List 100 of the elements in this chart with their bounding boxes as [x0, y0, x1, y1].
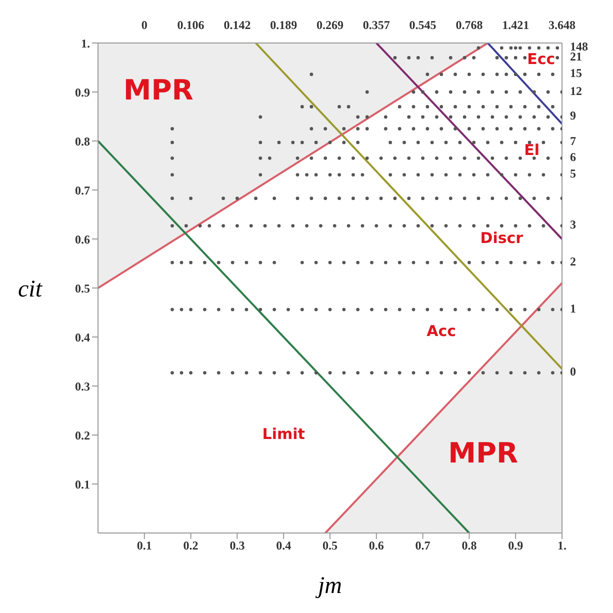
point: [189, 371, 192, 374]
point: [514, 173, 518, 176]
point: [402, 224, 406, 228]
point: [412, 90, 416, 94]
point: [338, 156, 341, 160]
point: [300, 371, 304, 374]
point: [328, 260, 332, 264]
point: [416, 56, 420, 60]
point: [384, 115, 388, 119]
point: [472, 173, 476, 176]
point: [504, 56, 508, 60]
point: [532, 196, 536, 200]
y-tick-label: 0.9: [75, 85, 90, 100]
point: [328, 308, 332, 312]
point: [440, 371, 444, 374]
point: [342, 260, 346, 264]
point: [314, 140, 318, 144]
point: [495, 371, 499, 374]
point: [476, 46, 480, 50]
y-tick-label: 1.: [81, 36, 90, 50]
point: [258, 140, 262, 144]
point: [184, 224, 188, 228]
point: [509, 308, 513, 312]
y-tick-label: 0.1: [75, 477, 90, 492]
y-tick-label: 0.6: [75, 232, 90, 246]
point: [236, 196, 239, 200]
y-tick-label: 0.4: [75, 330, 90, 344]
point: [258, 156, 262, 160]
point: [476, 196, 480, 200]
annotation: MPR: [123, 74, 194, 107]
point: [328, 140, 332, 144]
point: [365, 196, 369, 200]
point: [324, 127, 328, 130]
point: [546, 156, 550, 160]
point: [296, 173, 300, 176]
point: [509, 46, 513, 50]
point: [430, 140, 434, 144]
point: [504, 115, 508, 119]
point: [500, 46, 504, 50]
series-label: 7: [570, 134, 576, 148]
y-tick-label: 0.8: [75, 134, 90, 148]
point: [430, 56, 434, 60]
point: [426, 105, 430, 108]
x-tick-label: 0.7: [415, 538, 430, 553]
point: [523, 260, 527, 264]
point: [518, 46, 522, 50]
point: [203, 308, 206, 312]
point: [258, 371, 262, 374]
series-label: 0: [570, 364, 576, 379]
point: [551, 260, 554, 264]
point: [454, 308, 457, 312]
point: [314, 308, 318, 312]
point: [407, 56, 411, 60]
point: [272, 308, 276, 312]
point: [352, 196, 355, 200]
point: [222, 224, 225, 228]
point: [537, 308, 540, 312]
point: [440, 127, 444, 130]
point: [551, 308, 554, 312]
point: [528, 46, 532, 50]
series-label: 5: [570, 166, 576, 181]
point: [435, 115, 438, 119]
point: [514, 46, 518, 50]
point: [249, 224, 253, 228]
point: [180, 260, 184, 264]
point: [523, 127, 527, 130]
text: 1.421: [502, 18, 530, 32]
x-axis-title: jm: [315, 573, 342, 599]
point: [435, 156, 438, 160]
point: [523, 56, 527, 60]
point: [537, 260, 540, 264]
y-axis-title: cit: [18, 276, 44, 303]
point: [258, 260, 262, 264]
point: [490, 196, 494, 200]
point: [244, 260, 248, 264]
text: 3.648: [548, 18, 576, 32]
point: [310, 72, 314, 76]
point: [546, 196, 550, 200]
point: [407, 156, 411, 160]
point: [300, 260, 304, 264]
point: [360, 224, 364, 228]
point: [472, 56, 476, 60]
point: [236, 224, 239, 228]
point: [551, 371, 554, 374]
point: [481, 72, 485, 76]
point: [486, 140, 490, 144]
point: [216, 308, 220, 312]
point: [504, 156, 508, 160]
point: [412, 127, 416, 130]
point: [556, 56, 560, 60]
point: [468, 72, 471, 76]
point: [356, 127, 360, 130]
point: [305, 173, 308, 176]
point: [393, 156, 397, 160]
point: [454, 260, 457, 264]
point: [509, 371, 513, 374]
point: [476, 115, 480, 119]
point: [384, 371, 388, 374]
point: [272, 371, 276, 374]
point: [170, 140, 174, 144]
